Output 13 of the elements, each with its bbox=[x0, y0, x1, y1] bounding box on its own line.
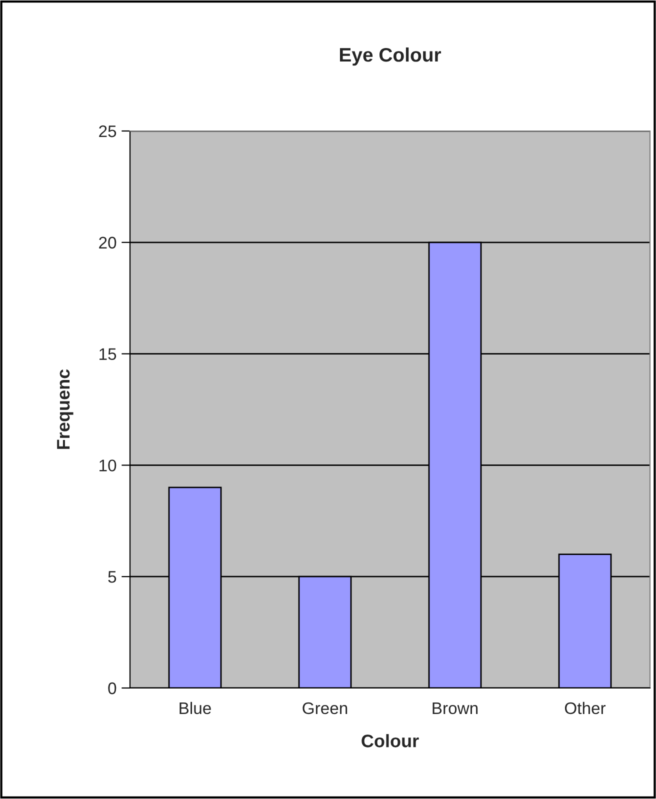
y-axis-title: Frequenc bbox=[57, 369, 74, 449]
x-tick-label: Green bbox=[302, 702, 348, 714]
x-tick-label: Other bbox=[564, 702, 606, 714]
y-tick-label: 10 bbox=[100, 460, 116, 472]
y-tick-label: 20 bbox=[99, 236, 116, 249]
chart-title: Eye Colour bbox=[340, 47, 442, 66]
x-tick-label: Blue bbox=[180, 702, 211, 714]
x-tick-label: Brown bbox=[432, 702, 478, 714]
x-axis-title: Colour bbox=[362, 734, 419, 748]
y-tick-label: 25 bbox=[99, 125, 116, 138]
y-tick-label: 15 bbox=[100, 348, 116, 360]
y-tick-label: 5 bbox=[108, 571, 116, 583]
y-tick-label: 0 bbox=[108, 682, 116, 694]
